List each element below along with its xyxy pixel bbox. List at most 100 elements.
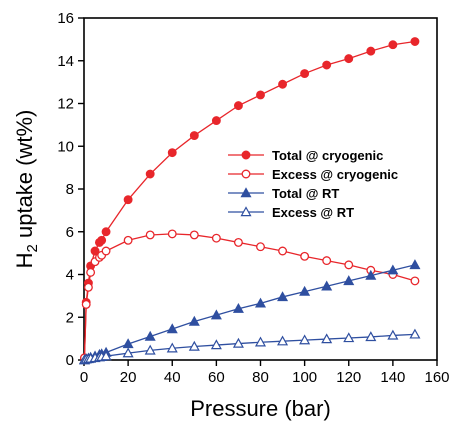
data-point <box>233 101 243 111</box>
x-tick-label: 60 <box>208 369 225 386</box>
legend-label: Total @ cryogenic <box>272 148 383 163</box>
series-3 <box>78 328 421 365</box>
data-point <box>97 235 107 245</box>
data-point <box>278 79 288 89</box>
series-2 <box>78 259 421 365</box>
legend-marker <box>241 150 251 160</box>
y-tick-label: 10 <box>57 138 74 155</box>
data-point <box>256 90 265 100</box>
data-point <box>81 299 91 309</box>
x-tick-label: 140 <box>380 369 405 386</box>
x-tick-label: 20 <box>120 369 137 386</box>
data-point <box>322 256 332 266</box>
data-point <box>256 242 265 252</box>
legend-marker <box>240 206 252 217</box>
data-point <box>321 333 333 344</box>
y-tick-label: 6 <box>66 224 74 241</box>
x-tick-label: 100 <box>292 369 317 386</box>
y-axis-title-rest: uptake (wt%) <box>12 110 37 245</box>
series-line <box>83 40 416 358</box>
series-line <box>83 233 416 358</box>
data-point <box>300 69 310 79</box>
data-point <box>388 40 398 50</box>
x-tick-label: 160 <box>424 369 449 386</box>
data-point <box>211 116 221 126</box>
data-point <box>167 148 177 158</box>
x-axis-title: Pressure (bar) <box>190 396 331 421</box>
data-point <box>144 330 156 341</box>
data-point <box>188 340 200 351</box>
data-point <box>83 282 93 292</box>
data-point <box>167 229 177 239</box>
legend-item-2: Total @ RT <box>228 186 339 201</box>
x-tick-label: 120 <box>336 369 361 386</box>
data-point <box>189 131 199 141</box>
data-point <box>410 37 420 46</box>
y-tick-label: 2 <box>66 309 74 326</box>
data-point <box>344 54 354 64</box>
data-point <box>277 291 289 302</box>
data-point <box>166 342 178 353</box>
data-point <box>123 195 133 205</box>
data-point <box>210 309 222 320</box>
data-point <box>145 169 155 179</box>
legend-label: Excess @ RT <box>272 205 354 220</box>
data-point <box>254 336 267 347</box>
legend-marker <box>241 169 251 179</box>
data-point <box>232 337 244 348</box>
data-point <box>387 264 399 275</box>
data-point <box>343 275 355 286</box>
data-point <box>166 323 178 334</box>
x-tick-label: 40 <box>164 369 181 386</box>
series-1 <box>79 229 420 363</box>
data-point <box>145 230 155 240</box>
y-tick-label: 0 <box>66 352 74 369</box>
data-point <box>90 246 100 256</box>
data-point <box>387 329 399 340</box>
y-tick-label: 14 <box>57 53 74 70</box>
series-0 <box>79 37 420 363</box>
data-point <box>365 331 377 342</box>
data-point <box>123 235 133 245</box>
y-tick-label: 4 <box>66 267 74 284</box>
data-point <box>365 269 377 280</box>
data-point <box>299 285 311 296</box>
y-axis-title: H2 uptake (wt%) <box>12 110 41 269</box>
legend-label: Total @ RT <box>272 186 339 201</box>
data-point <box>300 251 310 261</box>
y-tick-label: 8 <box>66 181 74 198</box>
data-point <box>210 339 222 350</box>
legend: Total @ cryogenic Excess @ cryogenic Total… <box>228 148 398 220</box>
series-layer <box>78 37 421 365</box>
data-point <box>409 328 421 339</box>
data-point <box>122 347 134 358</box>
legend-item-3: Excess @ RT <box>228 205 354 220</box>
data-point <box>86 267 96 277</box>
data-point <box>278 246 288 256</box>
y-tick-label: 12 <box>57 96 74 113</box>
x-axis: 0 20 40 60 80 100 120 140 160 <box>80 360 450 386</box>
data-point <box>366 46 376 56</box>
data-point <box>233 237 243 247</box>
data-point <box>100 350 112 361</box>
legend-item-0: Total @ cryogenic <box>228 148 383 163</box>
data-point <box>189 230 199 240</box>
series-line <box>84 333 415 361</box>
data-point <box>188 315 200 326</box>
data-point <box>299 334 311 345</box>
data-point <box>277 335 289 346</box>
x-tick-label: 0 <box>80 369 88 386</box>
legend-item-1: Excess @ cryogenic <box>228 167 398 182</box>
data-point <box>321 280 333 291</box>
legend-label: Excess @ cryogenic <box>272 167 398 182</box>
data-point <box>409 259 421 270</box>
data-point <box>410 276 420 286</box>
data-point <box>322 60 332 70</box>
y-tick-label: 16 <box>57 10 74 27</box>
y-axis-title-subscript: 2 <box>24 244 41 252</box>
x-tick-label: 80 <box>252 369 269 386</box>
y-axis-title-h: H <box>12 252 37 268</box>
data-point <box>254 297 267 308</box>
data-point <box>101 246 111 256</box>
